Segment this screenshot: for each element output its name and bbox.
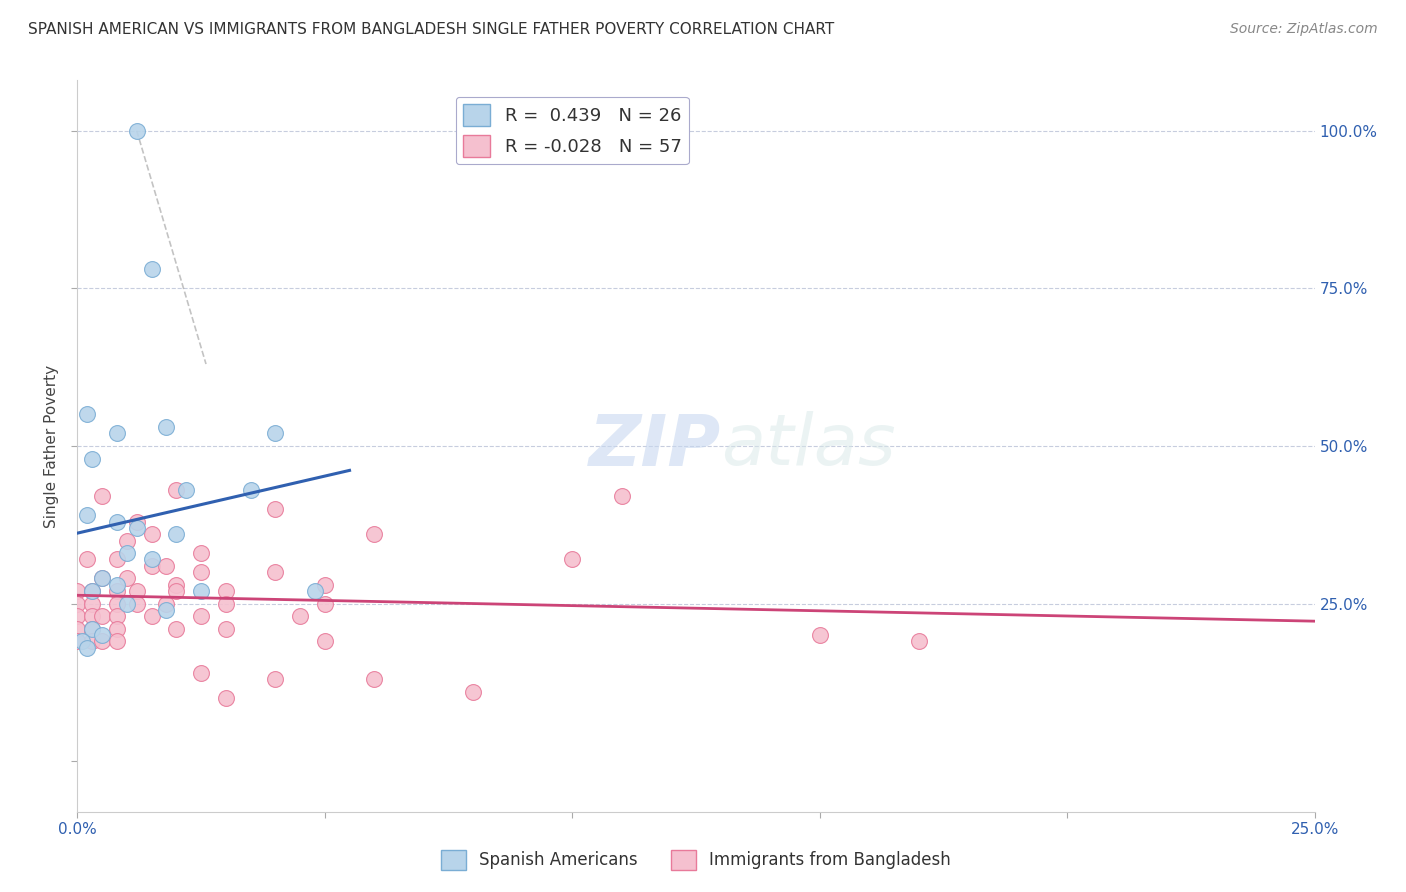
Point (82, 634, 104, 648)
Point (141, 558, 163, 573)
Point (66, 609, 89, 624)
Point (91, 609, 114, 624)
Point (165, 578, 187, 592)
Point (91, 490, 114, 504)
Point (174, 483, 197, 497)
Point (363, 527, 385, 541)
Y-axis label: Single Father Poverty: Single Father Poverty (44, 365, 59, 527)
Point (125, 515, 148, 529)
Point (165, 622, 187, 636)
Text: SPANISH AMERICAN VS IMMIGRANTS FROM BANGLADESH SINGLE FATHER POVERTY CORRELATION: SPANISH AMERICAN VS IMMIGRANTS FROM BANG… (28, 22, 834, 37)
Point (82, 622, 104, 636)
Point (125, 521, 148, 535)
Point (141, 527, 163, 541)
Point (165, 527, 187, 541)
Point (314, 597, 336, 611)
Point (105, 609, 128, 624)
Point (82, 451, 104, 466)
Point (105, 578, 128, 592)
Point (91, 634, 114, 648)
Point (190, 546, 212, 560)
Point (91, 571, 114, 585)
Point (155, 420, 177, 434)
Point (82, 584, 104, 599)
Point (105, 515, 128, 529)
Text: ZIP: ZIP (589, 411, 721, 481)
Point (165, 584, 187, 599)
Point (91, 628, 114, 642)
Point (66, 584, 89, 599)
Point (155, 603, 177, 617)
Point (215, 622, 238, 636)
Point (115, 546, 138, 560)
Point (66, 597, 89, 611)
Point (141, 552, 163, 566)
Point (76, 640, 98, 655)
Point (808, 628, 831, 642)
Point (215, 597, 238, 611)
Point (91, 571, 114, 585)
Point (125, 584, 148, 599)
Point (115, 571, 138, 585)
Point (105, 552, 128, 566)
Point (105, 584, 128, 599)
Text: Source: ZipAtlas.com: Source: ZipAtlas.com (1230, 22, 1378, 37)
Point (76, 552, 98, 566)
Point (72, 634, 94, 648)
Point (165, 483, 187, 497)
Text: atlas: atlas (721, 411, 896, 481)
Point (105, 597, 128, 611)
Point (264, 565, 287, 579)
Point (610, 490, 633, 504)
Point (907, 634, 929, 648)
Point (115, 597, 138, 611)
Point (155, 597, 177, 611)
Point (264, 502, 287, 516)
Point (141, 262, 163, 277)
Point (82, 609, 104, 624)
Point (190, 584, 212, 599)
Point (561, 552, 583, 566)
Point (264, 673, 287, 687)
Point (141, 609, 163, 624)
Point (105, 426, 128, 441)
Point (314, 578, 336, 592)
Point (215, 584, 238, 599)
Point (105, 622, 128, 636)
Point (82, 584, 104, 599)
Point (105, 634, 128, 648)
Point (125, 124, 148, 138)
Point (66, 634, 89, 648)
Point (82, 597, 104, 611)
Point (215, 691, 238, 706)
Point (76, 408, 98, 422)
Point (125, 597, 148, 611)
Point (288, 609, 311, 624)
Point (66, 622, 89, 636)
Point (314, 634, 336, 648)
Point (190, 665, 212, 680)
Point (304, 584, 326, 599)
Point (76, 508, 98, 523)
Point (190, 609, 212, 624)
Legend: Spanish Americans, Immigrants from Bangladesh: Spanish Americans, Immigrants from Bangl… (434, 843, 957, 877)
Point (463, 685, 485, 699)
Point (190, 565, 212, 579)
Point (155, 558, 177, 573)
Point (82, 622, 104, 636)
Point (264, 426, 287, 441)
Point (115, 533, 138, 548)
Point (363, 673, 385, 687)
Point (239, 483, 262, 497)
